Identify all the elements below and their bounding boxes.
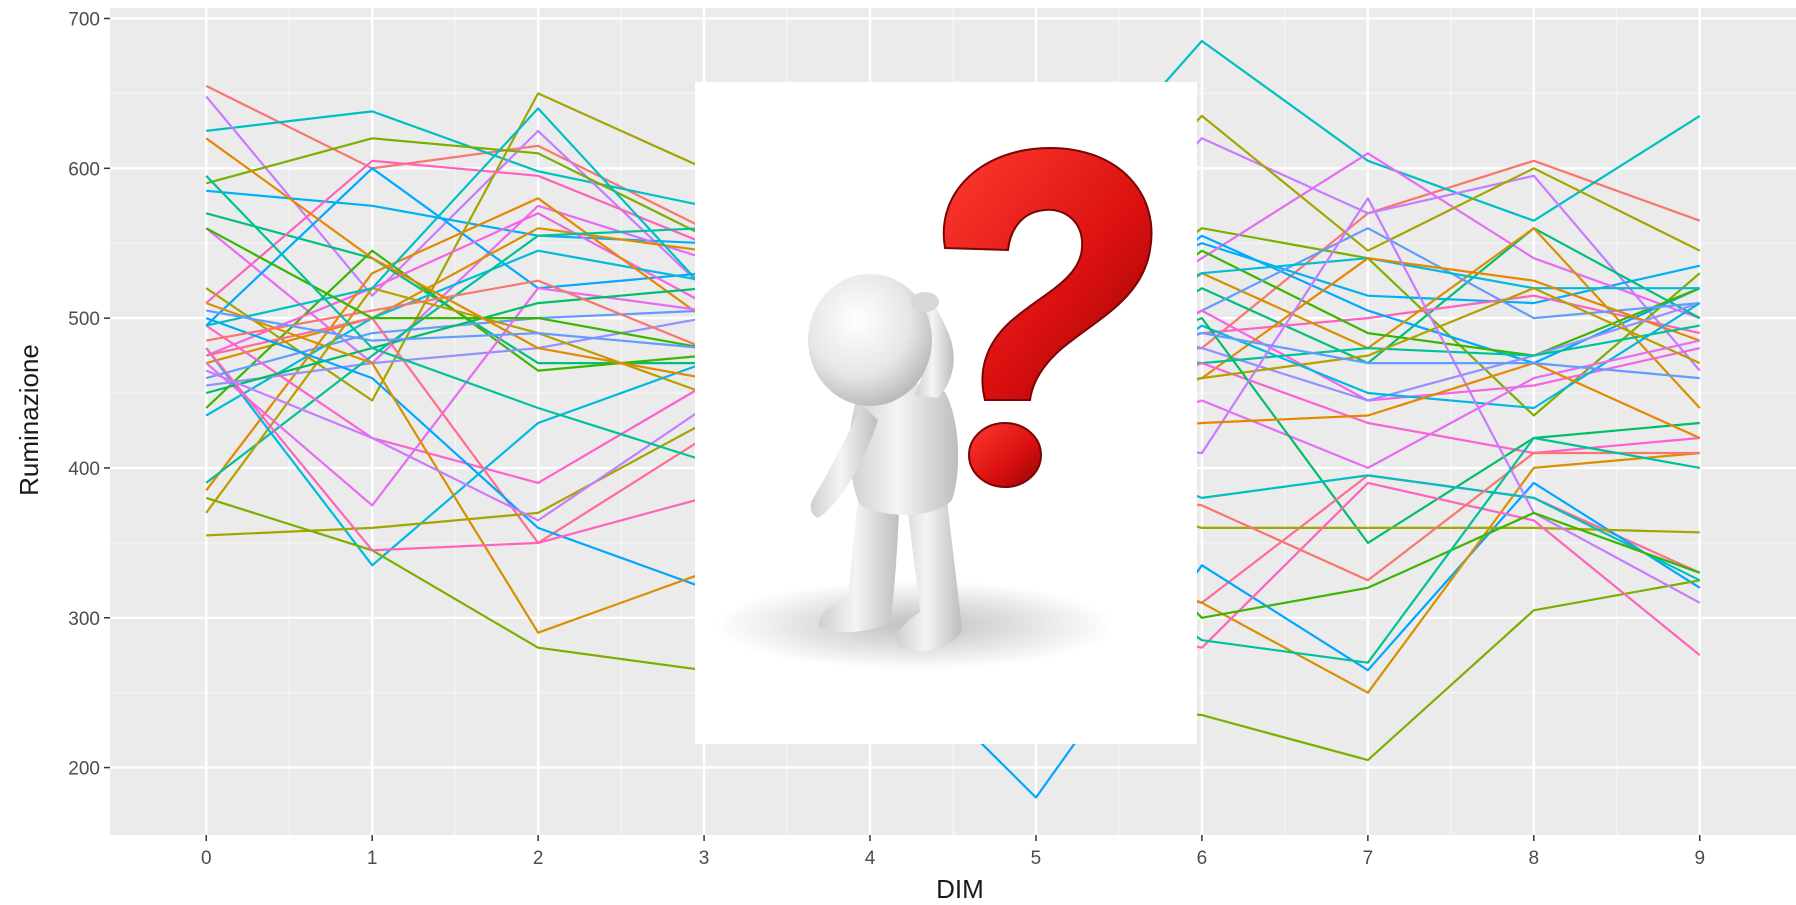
x-ticks: 0 1 2 3 4 5 6 7 8 9 xyxy=(201,835,1705,869)
x-tick-label: 5 xyxy=(1031,848,1042,869)
x-tick-label: 7 xyxy=(1363,848,1374,869)
y-axis-title: Ruminazione xyxy=(14,344,44,496)
y-tick-label: 300 xyxy=(68,609,100,630)
x-tick-label: 0 xyxy=(201,848,212,869)
thinking-figure-question-mark-icon xyxy=(695,82,1197,744)
x-tick-label: 3 xyxy=(699,848,710,869)
x-tick-label: 2 xyxy=(533,848,544,869)
x-tick-label: 4 xyxy=(865,848,876,869)
y-tick-label: 600 xyxy=(68,159,100,180)
y-tick-label: 400 xyxy=(68,459,100,480)
y-ticks: 200 300 400 500 600 700 xyxy=(68,9,110,780)
x-tick-label: 8 xyxy=(1529,848,1540,869)
x-tick-label: 6 xyxy=(1197,848,1208,869)
y-tick-label: 700 xyxy=(68,9,100,30)
y-tick-label: 500 xyxy=(68,309,100,330)
x-tick-label: 1 xyxy=(367,848,378,869)
x-axis-title: DIM xyxy=(936,874,984,904)
x-tick-label: 9 xyxy=(1694,848,1705,869)
y-tick-label: 200 xyxy=(68,759,100,780)
